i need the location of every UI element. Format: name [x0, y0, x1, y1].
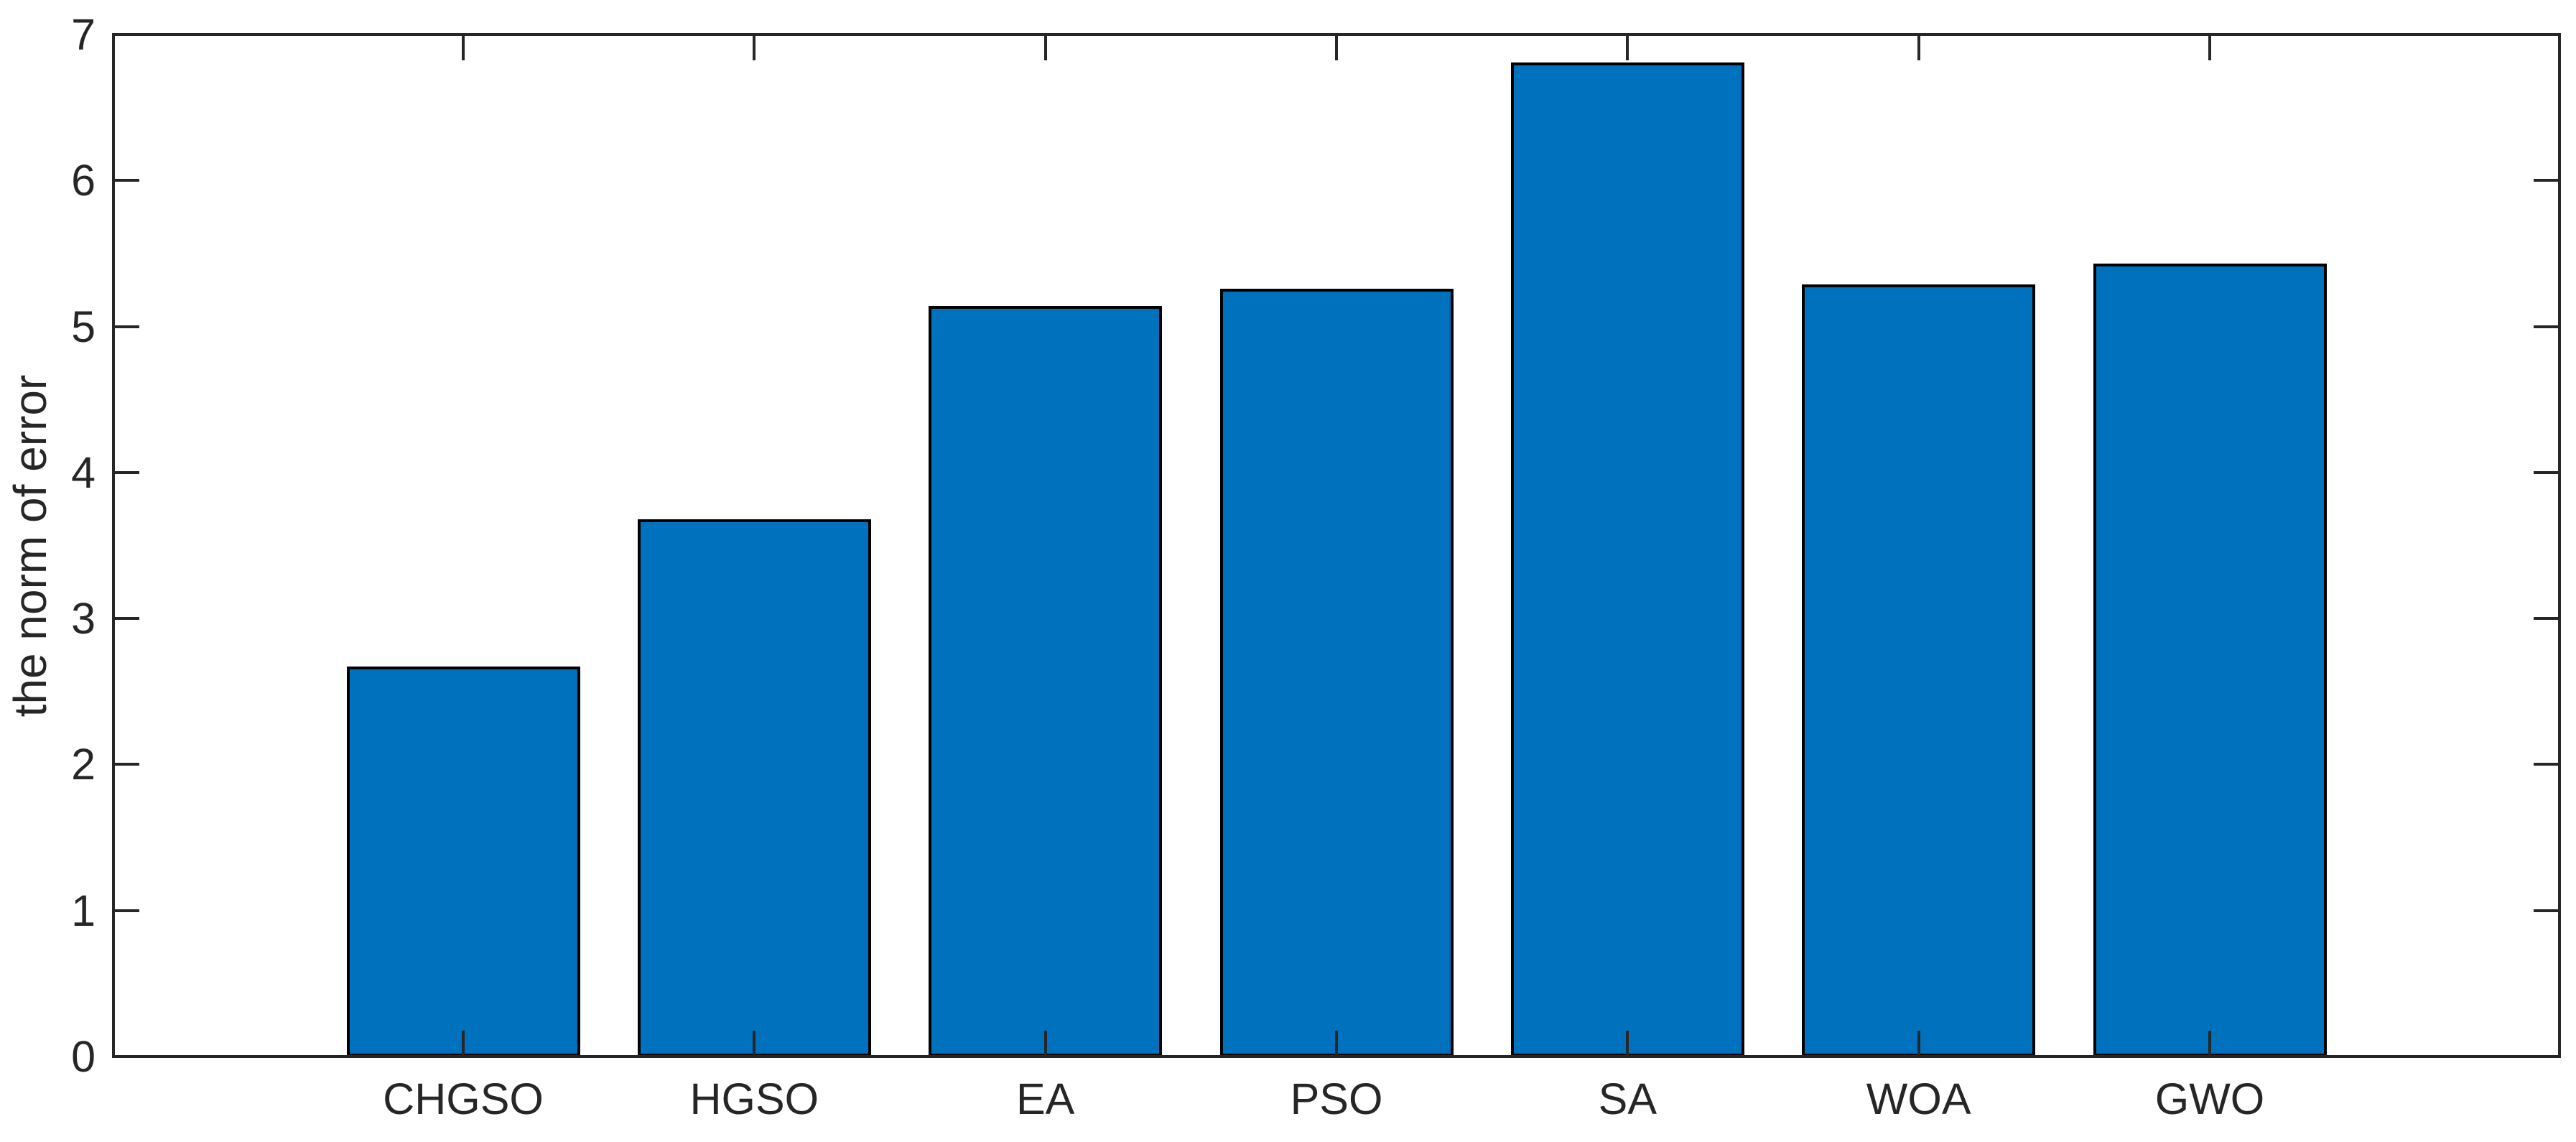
- y-tick-0-right: [2534, 1055, 2558, 1058]
- y-tick-label-7: 7: [71, 10, 96, 59]
- x-tick-GWO-top: [2208, 36, 2211, 60]
- y-tick-4-right: [2534, 470, 2558, 474]
- y-tick-3: [115, 617, 139, 621]
- bar-WOA: [1802, 284, 2036, 1057]
- x-tick-EA: [1043, 1031, 1047, 1055]
- x-tick-EA-top: [1043, 36, 1047, 60]
- y-axis-label: the norm of error: [4, 374, 56, 718]
- y-tick-2-right: [2534, 763, 2558, 766]
- bar-GWO: [2093, 264, 2327, 1057]
- bar-CHGSO: [346, 667, 580, 1057]
- x-label-SA: SA: [1598, 1074, 1657, 1123]
- y-tick-label-6: 6: [71, 156, 96, 205]
- bar-EA: [929, 306, 1163, 1057]
- x-tick-CHGSO-top: [462, 36, 465, 60]
- y-tick-label-1: 1: [71, 886, 96, 935]
- x-tick-WOA: [1917, 1031, 1920, 1055]
- y-tick-6-right: [2534, 179, 2558, 182]
- x-label-GWO: GWO: [2154, 1074, 2265, 1123]
- y-tick-5: [115, 325, 139, 328]
- x-tick-GWO: [2208, 1031, 2211, 1055]
- y-tick-7-right: [2534, 33, 2558, 36]
- y-tick-label-4: 4: [71, 447, 96, 497]
- bar-PSO: [1219, 288, 1454, 1057]
- y-tick-label-3: 3: [71, 594, 96, 644]
- y-tick-7: [115, 33, 139, 36]
- x-label-EA: EA: [1015, 1074, 1075, 1123]
- x-tick-SA: [1626, 1031, 1629, 1055]
- x-tick-CHGSO: [462, 1031, 465, 1055]
- y-tick-3-right: [2534, 617, 2558, 621]
- y-tick-label-0: 0: [71, 1032, 96, 1081]
- x-tick-HGSO: [753, 1031, 756, 1055]
- y-tick-5-right: [2534, 325, 2558, 328]
- y-tick-6: [115, 179, 139, 182]
- x-label-PSO: PSO: [1290, 1074, 1383, 1123]
- bar-HGSO: [637, 519, 871, 1057]
- y-tick-0: [115, 1055, 139, 1058]
- bar-SA: [1510, 62, 1744, 1057]
- y-tick-4: [115, 470, 139, 474]
- y-tick-label-2: 2: [71, 740, 96, 789]
- y-tick-2: [115, 763, 139, 766]
- x-label-WOA: WOA: [1866, 1074, 1971, 1123]
- x-tick-WOA-top: [1917, 36, 1920, 60]
- x-label-CHGSO: CHGSO: [383, 1074, 544, 1123]
- x-tick-PSO: [1335, 1031, 1338, 1055]
- x-tick-SA-top: [1626, 36, 1629, 60]
- x-tick-HGSO-top: [753, 36, 756, 60]
- x-tick-PSO-top: [1335, 36, 1338, 60]
- x-label-HGSO: HGSO: [689, 1074, 819, 1123]
- y-tick-1: [115, 909, 139, 912]
- y-tick-1-right: [2534, 909, 2558, 912]
- y-tick-label-5: 5: [71, 302, 96, 351]
